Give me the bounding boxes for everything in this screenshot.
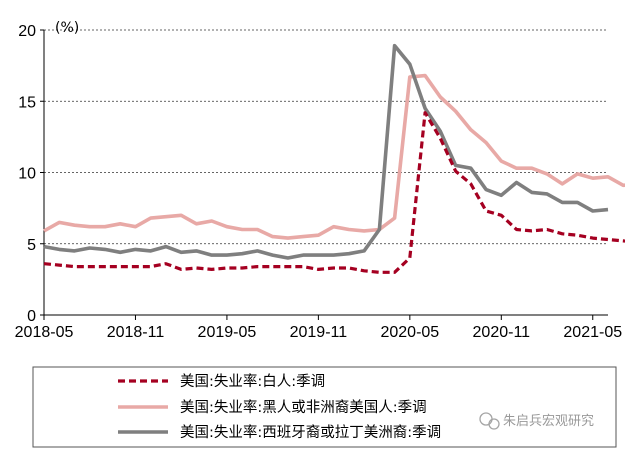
watermark-text: 朱启兵宏观研究 xyxy=(503,414,594,429)
x-axis: 2018-05 2018-11 2019-05 2019-11 2020-05 2020-… xyxy=(15,314,622,341)
x-tick-label: 2018-11 xyxy=(107,324,165,341)
series-line-black xyxy=(43,73,625,240)
y-axis: 0 5 10 15 20 xyxy=(18,23,45,325)
x-tick-label: 2020-11 xyxy=(473,324,531,341)
y-unit-label: (%) xyxy=(55,20,79,36)
y-tick-label: 15 xyxy=(18,94,36,111)
x-tick-label: 2018-05 xyxy=(15,324,74,341)
legend-frame xyxy=(32,366,617,448)
y-tick-label: 5 xyxy=(27,237,36,254)
wechat-icon xyxy=(479,412,500,430)
series-lines xyxy=(43,43,625,274)
y-tick-label: 0 xyxy=(27,308,36,325)
legend: 美国:失业率:白人:季调 美国:失业率:黑人或非洲裔美国人:季调 美国:失业率:… xyxy=(32,366,617,448)
watermark: 朱启兵宏观研究 xyxy=(479,412,594,430)
gridlines xyxy=(44,29,608,245)
x-tick-label: 2019-11 xyxy=(290,324,348,341)
x-tick-label: 2019-05 xyxy=(198,324,257,341)
series-line-hispanic xyxy=(43,43,609,260)
x-tick-label: 2020-05 xyxy=(380,324,439,341)
legend-label-hispanic: 美国:失业率:西班牙裔或拉丁美洲裔:季调 xyxy=(180,424,441,441)
y-tick-label: 10 xyxy=(18,166,36,183)
y-tick-label: 20 xyxy=(18,23,36,40)
x-tick-label: 2021-05 xyxy=(563,324,622,341)
legend-label-black: 美国:失业率:黑人或非洲裔美国人:季调 xyxy=(180,399,427,416)
series-line-white xyxy=(43,111,625,274)
legend-label-white: 美国:失业率:白人:季调 xyxy=(180,373,325,390)
